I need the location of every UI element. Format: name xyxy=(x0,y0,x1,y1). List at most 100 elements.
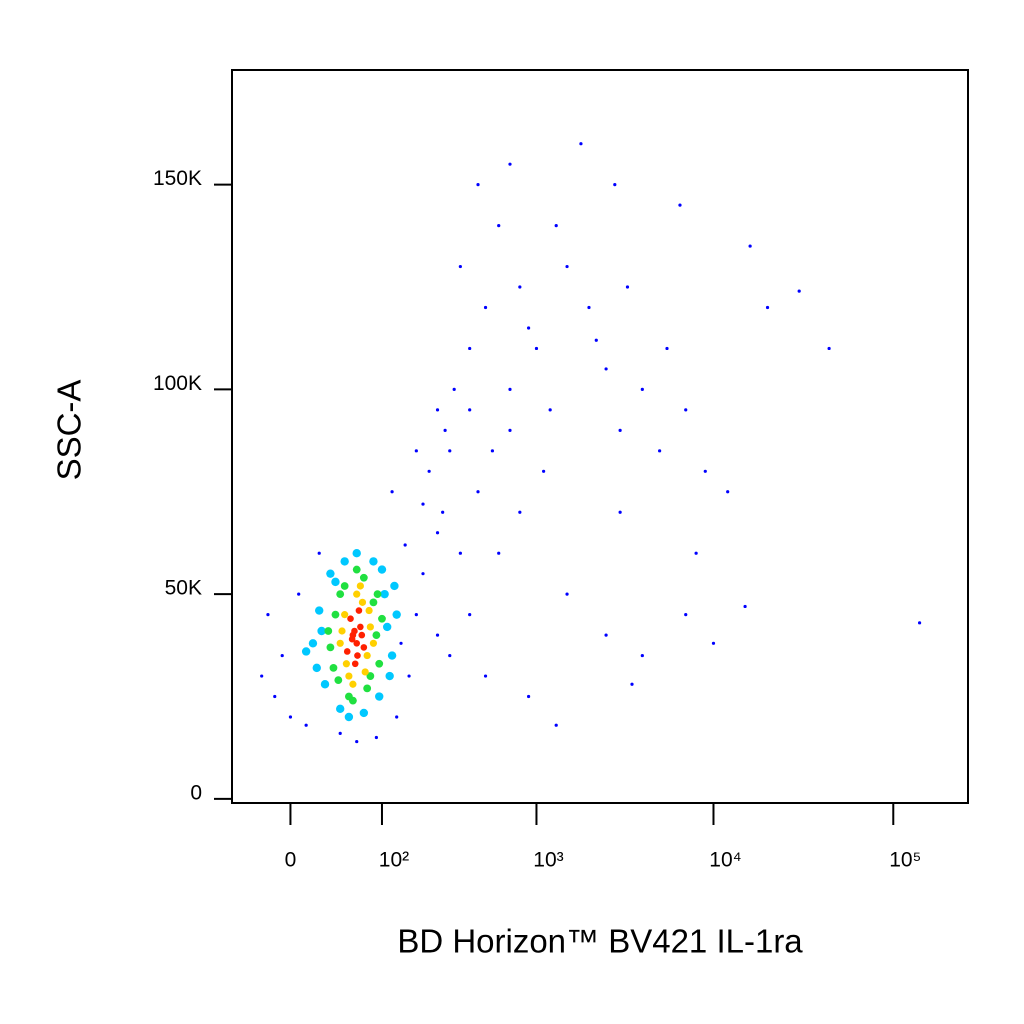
data-point xyxy=(347,615,354,623)
data-point xyxy=(378,614,386,623)
data-point xyxy=(458,264,462,269)
data-point xyxy=(625,285,630,289)
data-point xyxy=(827,346,831,351)
data-point xyxy=(743,604,747,609)
data-point xyxy=(390,581,399,591)
data-point xyxy=(369,598,378,607)
data-point xyxy=(340,582,349,590)
data-point xyxy=(497,551,501,555)
data-point xyxy=(312,663,321,673)
data-point xyxy=(288,715,293,719)
data-point xyxy=(317,626,326,636)
x-tick-label: 10² xyxy=(379,849,409,872)
data-point xyxy=(726,490,730,494)
data-point xyxy=(458,551,462,555)
data-point xyxy=(640,387,644,392)
y-tick-label: 150K xyxy=(153,167,202,190)
data-point xyxy=(338,627,346,635)
data-point xyxy=(353,639,361,647)
data-point xyxy=(435,633,440,637)
data-point xyxy=(359,708,369,718)
data-point xyxy=(377,565,387,574)
data-point xyxy=(684,613,688,617)
data-point xyxy=(508,387,512,392)
data-point xyxy=(374,735,378,740)
data-point xyxy=(414,449,418,453)
data-point xyxy=(375,692,384,701)
data-point xyxy=(326,643,335,652)
data-point xyxy=(382,622,392,632)
plot-marks xyxy=(260,142,922,744)
data-point xyxy=(421,572,425,576)
data-point xyxy=(392,610,401,619)
data-point xyxy=(372,631,381,640)
data-point xyxy=(711,641,716,645)
data-point xyxy=(373,590,382,599)
data-point xyxy=(435,408,440,412)
data-point xyxy=(630,682,634,686)
data-point xyxy=(326,569,335,578)
data-point xyxy=(358,598,367,606)
data-point xyxy=(358,631,366,639)
data-point xyxy=(579,142,583,146)
data-point xyxy=(508,162,512,166)
data-point xyxy=(359,573,368,582)
data-point xyxy=(748,244,752,248)
data-point xyxy=(468,408,472,412)
data-point xyxy=(336,639,344,647)
y-tick-label: 50K xyxy=(165,577,202,600)
data-point xyxy=(414,613,418,617)
data-point xyxy=(483,305,488,310)
data-point xyxy=(343,648,351,655)
data-point xyxy=(587,305,591,310)
data-point xyxy=(354,652,361,659)
data-point xyxy=(534,346,539,351)
data-point xyxy=(518,285,522,289)
data-point xyxy=(308,639,318,648)
data-point xyxy=(658,449,662,453)
data-point xyxy=(468,346,472,351)
data-point xyxy=(342,660,350,668)
x-axis-label: BD Horizon™ BV421 IL-1ra xyxy=(397,923,803,960)
data-point xyxy=(331,610,340,619)
data-point xyxy=(448,653,452,658)
data-point xyxy=(694,551,698,555)
data-point xyxy=(427,469,431,473)
data-point xyxy=(468,613,472,617)
y-tick-label: 100K xyxy=(153,372,202,395)
data-point xyxy=(336,590,345,599)
data-point xyxy=(353,590,361,598)
data-point xyxy=(508,428,512,432)
data-point xyxy=(365,606,373,615)
data-point xyxy=(335,704,345,714)
data-point xyxy=(360,644,368,651)
data-point xyxy=(640,653,644,658)
data-point xyxy=(604,633,608,637)
data-point xyxy=(351,627,358,635)
data-point xyxy=(613,183,617,187)
data-point xyxy=(403,543,407,547)
data-point xyxy=(301,647,311,656)
data-point xyxy=(363,651,371,660)
data-point xyxy=(320,680,330,689)
data-point xyxy=(366,623,374,631)
data-point xyxy=(356,582,364,590)
data-point xyxy=(618,510,622,514)
data-point xyxy=(565,264,569,269)
data-point xyxy=(369,557,378,566)
data-point xyxy=(387,651,397,660)
x-tick-label: 10⁵ xyxy=(889,849,921,872)
data-point xyxy=(369,639,378,647)
data-point xyxy=(341,611,349,619)
data-point xyxy=(441,510,445,514)
data-point xyxy=(366,672,375,680)
y-axis-label: SSC-A xyxy=(51,380,88,481)
data-point xyxy=(407,674,411,678)
data-point xyxy=(565,592,569,596)
data-point xyxy=(399,641,403,645)
data-point xyxy=(604,367,608,371)
data-point xyxy=(385,671,394,681)
plot-frame xyxy=(231,69,969,804)
data-point xyxy=(797,289,801,293)
